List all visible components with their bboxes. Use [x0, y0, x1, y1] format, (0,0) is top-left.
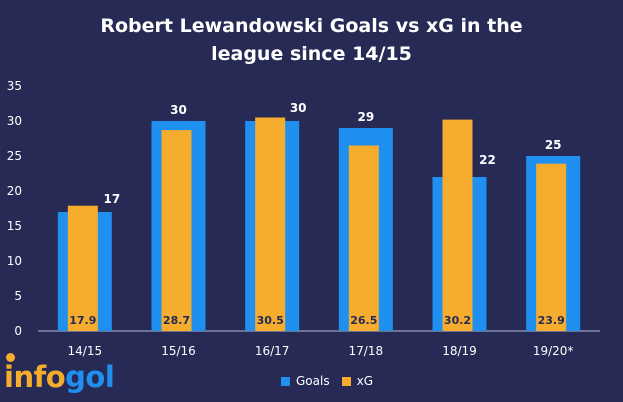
chart-title: Robert Lewandowski Goals vs xG in the le… — [0, 12, 623, 68]
logo-dot-icon — [6, 353, 15, 362]
goals-data-label: 29 — [357, 110, 374, 124]
xg-bar — [255, 117, 286, 331]
y-tick-label: 35 — [7, 79, 22, 93]
y-tick-label: 25 — [7, 149, 22, 163]
logo-text-gol: gol — [65, 360, 115, 394]
xg-bar — [67, 205, 98, 331]
xg-data-label: 17.9 — [69, 314, 96, 327]
xg-data-label: 30.2 — [444, 314, 471, 327]
goals-data-label: 17 — [103, 192, 120, 206]
xg-data-label: 23.9 — [538, 314, 565, 327]
xg-bar — [161, 130, 192, 331]
y-tick-label: 10 — [7, 254, 22, 268]
y-tick-label: 15 — [7, 219, 22, 233]
xg-data-label: 28.7 — [163, 314, 190, 327]
goals-data-label: 30 — [170, 103, 187, 117]
x-tick-label: 15/16 — [161, 344, 196, 358]
x-tick-label: 14/15 — [68, 344, 103, 358]
goals-data-label: 30 — [290, 101, 307, 115]
y-tick-label: 0 — [14, 324, 22, 338]
legend-label-xg: xG — [356, 374, 373, 388]
legend: Goals xG — [281, 374, 373, 388]
chart-title-line-1: Robert Lewandowski Goals vs xG in the — [100, 15, 523, 37]
y-tick-label: 30 — [7, 114, 22, 128]
x-tick-label: 16/17 — [255, 344, 290, 358]
legend-swatch-xg — [341, 376, 351, 386]
xg-bar — [536, 163, 567, 331]
legend-label-goals: Goals — [296, 374, 330, 388]
xg-data-label: 26.5 — [350, 314, 377, 327]
xg-data-label: 30.5 — [257, 314, 284, 327]
legend-swatch-goals — [281, 376, 290, 386]
x-tick-label: 19/20* — [533, 344, 574, 358]
x-tick-label: 17/18 — [349, 344, 384, 358]
goals-data-label: 25 — [545, 138, 562, 152]
xg-bar — [442, 119, 473, 331]
xg-bar — [348, 145, 379, 331]
y-tick-label: 5 — [14, 289, 22, 303]
logo-text-info: info — [4, 360, 66, 394]
x-tick-label: 18/19 — [442, 344, 477, 358]
chart-title-line-2: league since 14/15 — [211, 43, 412, 65]
goals-data-label: 22 — [479, 153, 496, 167]
infogol-logo: infogol — [4, 360, 115, 394]
y-tick-label: 20 — [7, 184, 22, 198]
